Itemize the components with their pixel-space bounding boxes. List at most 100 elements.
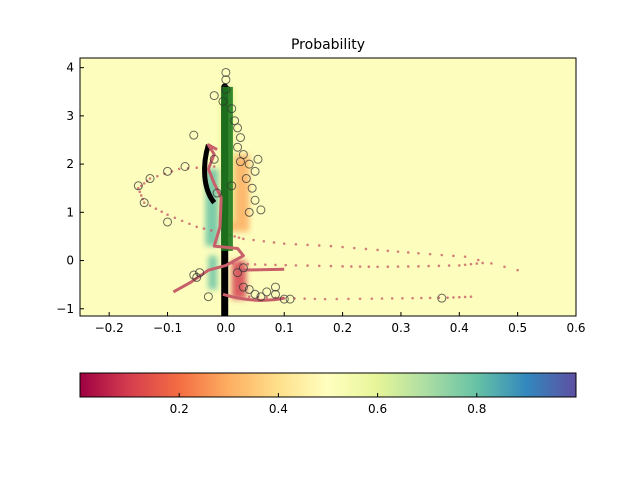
track-dot (335, 297, 339, 301)
track-dot (437, 264, 441, 268)
track-dot (323, 297, 327, 301)
scatter-marker (262, 287, 272, 297)
track-dot (427, 264, 430, 268)
track-dot (306, 243, 309, 247)
scatter-marker (221, 75, 231, 85)
x-tick-label: 0.1 (275, 321, 294, 335)
track-dot (138, 190, 142, 194)
track-dot (447, 264, 451, 267)
track-dot (195, 225, 199, 229)
scatter-marker (238, 263, 248, 273)
track-dot (352, 246, 356, 250)
scatter-marker (212, 188, 222, 198)
track-dot (142, 201, 146, 204)
track-dot (396, 265, 400, 268)
colorbar-tick-label: 0.6 (368, 402, 387, 416)
track-dot (282, 242, 286, 245)
track-dot (253, 263, 257, 266)
scatter-marker (256, 205, 266, 215)
track-dot (476, 258, 480, 262)
heat-cell (208, 255, 218, 290)
plot-background (80, 58, 576, 316)
track-dot (247, 295, 251, 299)
track-dot (265, 296, 269, 299)
track-dot (516, 268, 519, 272)
track-dot (177, 167, 181, 171)
scatter-marker (221, 67, 231, 77)
colorbar-ticks: 0.2 0.4 0.6 0.8 (170, 393, 486, 416)
x-tick-label: 0.0 (216, 321, 235, 335)
track-dot (481, 261, 484, 265)
plot-area (79, 57, 577, 317)
track-dot (376, 265, 379, 269)
track-dot (411, 296, 414, 300)
x-axis: −0.2 −0.1 0.0 0.1 0.2 0.3 0.4 0.5 0.6 (95, 312, 586, 335)
track-dot (154, 207, 158, 211)
chart-title: Probability (291, 37, 365, 53)
x-tick-label: −0.1 (153, 321, 182, 335)
track-dot (263, 263, 267, 266)
track-dot (350, 265, 353, 268)
scatter-marker (233, 123, 243, 133)
track-dot (452, 296, 455, 299)
scatter-marker (250, 289, 260, 299)
scatter-marker (221, 84, 231, 94)
track-dot (475, 262, 479, 265)
heat-cell (231, 260, 247, 300)
track-dot (341, 265, 344, 268)
track-dot (428, 252, 432, 256)
y-tick-label: −1 (56, 302, 74, 316)
track-dot (401, 296, 404, 300)
colorbar-gradient (80, 373, 576, 397)
scatter-marker (192, 272, 202, 282)
y-tick-label: 2 (66, 157, 74, 171)
scatter-marker (139, 198, 149, 208)
scatter-marker (233, 268, 243, 278)
track-dot (380, 297, 384, 300)
track-dot (313, 297, 317, 301)
dense-region (221, 86, 233, 251)
track-dot (329, 244, 333, 248)
track-dot (390, 297, 394, 300)
scatter-marker (244, 284, 254, 294)
scatter-marker (227, 104, 237, 114)
scatter-marker (256, 292, 266, 302)
marks-layer (133, 67, 519, 316)
track-dot (142, 182, 146, 185)
track-dot (212, 165, 216, 168)
scatter-marker (189, 270, 199, 280)
x-tick-label: −0.2 (95, 321, 124, 335)
colorbar-tick-label: 0.2 (170, 402, 189, 416)
track-dot (137, 186, 140, 190)
track-dot (156, 174, 159, 178)
scatter-marker (270, 289, 280, 299)
track-dot (166, 213, 169, 217)
scatter-marker (203, 292, 213, 302)
track-dot (233, 235, 236, 238)
scatter-marker (227, 181, 237, 191)
scatter-marker (209, 154, 219, 164)
track-dot (364, 247, 368, 251)
track-dot (440, 253, 444, 257)
trajectory-line (222, 292, 285, 302)
track-dot (202, 227, 206, 230)
track-dot (396, 250, 400, 253)
y-tick-label: 1 (66, 205, 74, 219)
track-dot (367, 265, 371, 268)
x-tick-label: 0.3 (391, 321, 410, 335)
track-dot (420, 296, 423, 300)
track-dot (463, 255, 467, 258)
colorbar-tick-label: 0.4 (269, 402, 288, 416)
track-dot (358, 297, 362, 301)
track-dot (148, 177, 152, 180)
scatter-marker (235, 133, 245, 143)
scatter-marker (163, 166, 173, 176)
trajectory-line (172, 143, 245, 294)
scatter-marker (235, 157, 245, 167)
scatter-marker (145, 174, 155, 184)
track-dot (417, 265, 420, 268)
track-dot (469, 262, 473, 266)
track-dot (457, 264, 461, 267)
track-dot (386, 249, 390, 253)
